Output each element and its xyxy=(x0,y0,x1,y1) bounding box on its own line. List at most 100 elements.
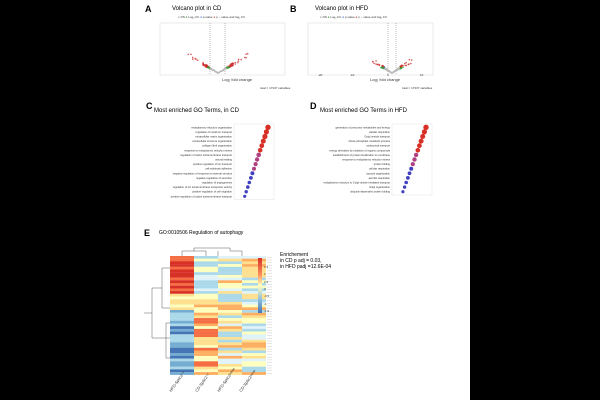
volcano-point xyxy=(192,58,194,60)
go-term-dot xyxy=(412,157,417,162)
go-term-dot xyxy=(404,180,408,185)
heatmap-cell xyxy=(194,358,218,362)
volcano-point xyxy=(244,56,246,59)
go-term-dot xyxy=(263,129,269,135)
go-term-dot xyxy=(253,162,258,167)
heatmap-cell xyxy=(170,269,194,273)
panel-b-xtick-3: 10 xyxy=(420,73,424,77)
heatmap-cell xyxy=(218,318,242,321)
panel-d-label: D xyxy=(310,101,317,111)
panel-c-title: Most enriched GO Terms, in CD xyxy=(154,108,239,114)
go-term-label: endoplasmic reticulum organization xyxy=(191,125,232,129)
heatmap-cell xyxy=(242,307,266,311)
heatmap-cell xyxy=(170,283,194,286)
go-term-label: regulation of ion transmembrane transpor… xyxy=(173,185,233,189)
heatmap-cell xyxy=(194,372,218,375)
heatmap-cell xyxy=(194,315,218,319)
heatmap-cell xyxy=(170,361,194,365)
heatmap-cell xyxy=(194,323,218,327)
heatmap-cell xyxy=(218,312,242,316)
go-term-label: ubiquitin-dependent protein folding xyxy=(350,190,390,194)
volcano-point xyxy=(190,53,192,56)
go-term-label: endosomal transport xyxy=(366,144,390,148)
heatmap-cell xyxy=(218,277,242,281)
volcano-point xyxy=(377,63,379,66)
heatmap-cell xyxy=(242,261,266,265)
go-term-dot xyxy=(257,148,263,153)
volcano-point xyxy=(410,59,413,61)
heatmap-cell xyxy=(170,353,194,356)
heatmap-cell xyxy=(242,258,266,262)
heatmap-cell xyxy=(218,361,242,365)
heatmap-cell xyxy=(242,358,266,362)
heatmap-cell xyxy=(194,331,218,335)
volcano-point xyxy=(231,64,234,67)
go-term-label: Golgi organization xyxy=(369,185,390,189)
volcano-point xyxy=(393,70,395,73)
volcano-point xyxy=(202,61,204,64)
heatmap-cell xyxy=(170,285,194,289)
heatmap-cell xyxy=(242,353,266,356)
heatmap-cell xyxy=(218,323,242,327)
volcano-point xyxy=(229,65,232,67)
heatmap-cell xyxy=(194,269,218,273)
heatmap-cell xyxy=(242,256,266,259)
heatmap-cell xyxy=(194,261,218,265)
heatmap-cell xyxy=(218,358,242,362)
heatmap-cell xyxy=(242,334,266,338)
colorbar-tick-4: -0.5 xyxy=(264,294,270,298)
volcano-point xyxy=(219,70,222,73)
heatmap-cell xyxy=(170,274,194,278)
volcano-point xyxy=(228,66,230,68)
volcano-point xyxy=(217,72,220,74)
volcano-point xyxy=(395,69,397,71)
heatmap-cell xyxy=(218,304,242,308)
heatmap-cell xyxy=(242,342,266,346)
go-term-label: cellular respiration xyxy=(369,167,391,171)
heatmap-cell xyxy=(242,326,266,329)
heatmap-cell xyxy=(218,353,242,356)
volcano-point xyxy=(410,62,412,65)
heatmap-cell xyxy=(242,345,266,348)
heatmap-cell xyxy=(218,326,242,329)
volcano-plot-cd xyxy=(159,22,286,76)
heatmap-cell xyxy=(194,304,218,308)
enrichment-note-line1: Enrichement xyxy=(280,252,309,258)
go-term-label: collagen fibril organization xyxy=(202,144,233,148)
volcano-point xyxy=(384,68,386,70)
heatmap-cell xyxy=(170,258,194,262)
volcano-point xyxy=(231,62,233,65)
heatmap-cell xyxy=(194,339,218,343)
panel-a-footer: total = 17337 variables xyxy=(260,86,291,90)
heatmap-cell xyxy=(218,339,242,343)
heatmap-cell xyxy=(194,310,218,313)
volcano-point xyxy=(246,52,249,55)
heatmap-cell xyxy=(242,364,266,367)
heatmap-cell xyxy=(170,261,194,265)
heatmap-cell xyxy=(242,337,266,340)
volcano-point xyxy=(375,60,377,62)
volcano-point xyxy=(205,63,207,66)
volcano-point xyxy=(245,53,247,55)
volcano-point xyxy=(405,64,408,67)
heatmap-cell xyxy=(170,266,194,270)
heatmap-cell xyxy=(194,288,218,292)
heatmap-cell xyxy=(170,331,194,335)
go-term-dot xyxy=(410,162,415,167)
volcano-point xyxy=(373,62,375,65)
heatmap-cell xyxy=(242,272,266,275)
heatmap-cell xyxy=(194,345,218,348)
go-dotplot-hfd: generation of precursor metabolites and … xyxy=(323,123,433,196)
heatmap-cell xyxy=(194,285,218,289)
heatmap-cell xyxy=(194,366,218,370)
heatmap-cell xyxy=(242,361,266,365)
volcano-point xyxy=(245,56,247,59)
heatmap-cell xyxy=(194,318,218,321)
go-term-label: response to endoplasmic reticulum stress xyxy=(184,148,232,152)
heatmap-cell xyxy=(218,291,242,294)
go-term-label: endoplasmic reticulum to Golgi vesicle-m… xyxy=(323,181,390,185)
heatmap-cell xyxy=(170,345,194,348)
volcano-point xyxy=(209,68,212,70)
volcano-point xyxy=(389,71,391,73)
heatmap-cell xyxy=(218,283,242,286)
